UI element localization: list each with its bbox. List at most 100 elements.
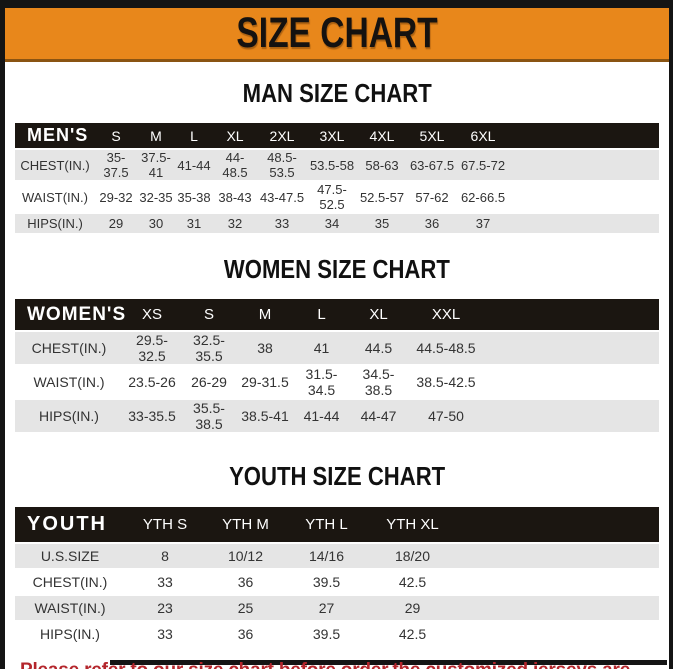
table-cell: 44-48.5 [213, 150, 257, 180]
row-label: HIPS(IN.) [15, 400, 123, 432]
youth-hips-row: HIPS(IN.) 33 36 39.5 42.5 [15, 622, 659, 646]
table-cell: 41-44 [175, 150, 213, 180]
row-label: HIPS(IN.) [15, 214, 95, 233]
size-column-header: XXL [407, 299, 485, 330]
filler-cell [485, 400, 659, 432]
table-cell: 18/20 [367, 544, 458, 568]
table-cell: 29-31.5 [237, 366, 293, 398]
table-cell: 33 [125, 622, 205, 646]
table-cell: 42.5 [367, 570, 458, 594]
header-filler-cell [485, 299, 659, 330]
header-filler-cell [458, 507, 659, 542]
table-cell: 33 [257, 214, 307, 233]
table-cell: 30 [137, 214, 175, 233]
table-cell: 29-32 [95, 182, 137, 212]
page-title: SIZE CHART [236, 9, 438, 57]
men-waist-row: WAIST(IN.) 29-32 32-35 35-38 38-43 43-47… [15, 182, 659, 212]
order-notice-line1: Please refer to our size chart before or… [20, 659, 669, 669]
size-column-header: XL [350, 299, 407, 330]
table-cell: 44-47 [350, 400, 407, 432]
size-column-header: 4XL [357, 123, 407, 148]
table-cell: 41-44 [293, 400, 350, 432]
table-cell: 34 [307, 214, 357, 233]
filler-cell [458, 544, 659, 568]
row-label: WAIST(IN.) [15, 182, 95, 212]
right-border [669, 0, 673, 669]
size-column-header: M [237, 299, 293, 330]
table-cell: 38.5-42.5 [407, 366, 485, 398]
filler-cell [485, 332, 659, 364]
table-cell: 29.5-32.5 [123, 332, 181, 364]
table-cell: 63-67.5 [407, 150, 457, 180]
table-cell: 25 [205, 596, 286, 620]
size-column-header: S [181, 299, 237, 330]
table-cell: 38 [237, 332, 293, 364]
table-cell: 31 [175, 214, 213, 233]
table-cell: 36 [407, 214, 457, 233]
table-cell: 48.5-53.5 [257, 150, 307, 180]
table-cell: 37 [457, 214, 509, 233]
size-column-header: S [95, 123, 137, 148]
table-cell: 36 [205, 622, 286, 646]
table-cell: 23.5-26 [123, 366, 181, 398]
filler-cell [485, 366, 659, 398]
table-cell: 32.5-35.5 [181, 332, 237, 364]
table-cell: 32 [213, 214, 257, 233]
men-table-title: MEN'S [15, 123, 95, 148]
table-cell: 35-38 [175, 182, 213, 212]
size-column-header: 6XL [457, 123, 509, 148]
youth-waist-row: WAIST(IN.) 23 25 27 29 [15, 596, 659, 620]
table-cell: 35.5-38.5 [181, 400, 237, 432]
table-cell: 58-63 [357, 150, 407, 180]
size-column-header: YTH XL [367, 507, 458, 542]
table-cell: 34.5-38.5 [350, 366, 407, 398]
table-cell: 35 [357, 214, 407, 233]
table-cell: 62-66.5 [457, 182, 509, 212]
table-cell: 14/16 [286, 544, 367, 568]
table-cell: 23 [125, 596, 205, 620]
table-cell: 31.5-34.5 [293, 366, 350, 398]
row-label: U.S.SIZE [15, 544, 125, 568]
table-cell: 53.5-58 [307, 150, 357, 180]
youth-table-title: YOUTH [15, 507, 125, 542]
filler-cell [458, 570, 659, 594]
women-hips-row: HIPS(IN.) 33-35.5 35.5-38.5 38.5-41 41-4… [15, 400, 659, 432]
table-cell: 57-62 [407, 182, 457, 212]
table-cell: 39.5 [286, 622, 367, 646]
men-chest-row: CHEST(IN.) 35-37.5 37.5-41 41-44 44-48.5… [15, 150, 659, 180]
header-filler-cell [509, 123, 659, 148]
size-column-header: XL [213, 123, 257, 148]
row-label: WAIST(IN.) [15, 366, 123, 398]
youth-section-heading: YOUTH SIZE CHART [228, 461, 446, 491]
men-header-row: MEN'S S M L XL 2XL 3XL 4XL 5XL 6XL [15, 123, 659, 148]
filler-cell [509, 214, 659, 233]
table-cell: 47.5-52.5 [307, 182, 357, 212]
left-border [0, 0, 5, 669]
women-header-row: WOMEN'S XS S M L XL XXL [15, 299, 659, 330]
order-notice: Please refer to our size chart before or… [20, 659, 669, 669]
table-cell: 29 [95, 214, 137, 233]
table-cell: 33 [125, 570, 205, 594]
size-column-header: 2XL [257, 123, 307, 148]
size-column-header: L [293, 299, 350, 330]
top-border [0, 0, 673, 8]
size-column-header: YTH M [205, 507, 286, 542]
table-cell: 38-43 [213, 182, 257, 212]
table-cell: 67.5-72 [457, 150, 509, 180]
size-column-header: XS [123, 299, 181, 330]
title-banner: SIZE CHART [5, 8, 669, 62]
man-section-heading: MAN SIZE CHART [242, 78, 432, 108]
size-column-header: 3XL [307, 123, 357, 148]
table-cell: 33-35.5 [123, 400, 181, 432]
filler-cell [509, 150, 659, 180]
size-column-header: M [137, 123, 175, 148]
women-chest-row: CHEST(IN.) 29.5-32.5 32.5-35.5 38 41 44.… [15, 332, 659, 364]
table-cell: 8 [125, 544, 205, 568]
bottom-border [110, 660, 667, 665]
women-waist-row: WAIST(IN.) 23.5-26 26-29 29-31.5 31.5-34… [15, 366, 659, 398]
women-size-table: WOMEN'S XS S M L XL XXL CHEST(IN.) 29.5-… [15, 297, 659, 434]
table-cell: 44.5-48.5 [407, 332, 485, 364]
youth-ussize-row: U.S.SIZE 8 10/12 14/16 18/20 [15, 544, 659, 568]
table-cell: 44.5 [350, 332, 407, 364]
